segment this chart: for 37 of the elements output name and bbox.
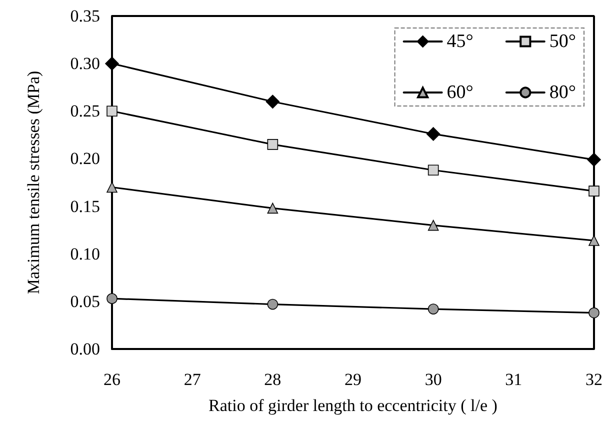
point bbox=[428, 220, 439, 231]
x-tick-label: 26 bbox=[104, 370, 120, 389]
y-tick-label: 0.30 bbox=[70, 54, 100, 74]
point bbox=[428, 164, 439, 176]
point bbox=[588, 186, 600, 196]
x-tick-label: 30 bbox=[424, 370, 442, 389]
point bbox=[426, 127, 440, 141]
legend-label: 50° bbox=[549, 31, 576, 52]
x-tick-label: 28 bbox=[264, 370, 282, 389]
x-tick-label: 29 bbox=[344, 370, 362, 389]
point bbox=[588, 235, 600, 246]
y-tick-label: 0.00 bbox=[70, 340, 100, 358]
legend-label: 80° bbox=[549, 82, 576, 103]
point bbox=[267, 139, 278, 150]
point bbox=[266, 94, 280, 109]
point bbox=[267, 298, 278, 310]
x-tick-label: 27 bbox=[184, 370, 202, 389]
y-tick-label: 0.25 bbox=[70, 102, 100, 121]
y-tick-label: 0.35 bbox=[70, 6, 100, 26]
point bbox=[105, 56, 119, 70]
y-tick-label: 0.15 bbox=[70, 196, 100, 216]
point bbox=[587, 152, 601, 167]
point bbox=[106, 293, 118, 304]
x-tick-label: 32 bbox=[586, 370, 602, 389]
point bbox=[106, 106, 118, 117]
y-tick-label: 0.10 bbox=[70, 244, 100, 264]
x-axis-title: Ratio of girder length to eccentricity ( l/e ) bbox=[208, 396, 498, 415]
legend-label: 45° bbox=[446, 31, 474, 52]
point bbox=[267, 202, 278, 214]
x-tick-label: 31 bbox=[505, 370, 522, 389]
y-axis-title: Maximum tensile stresses (MPa) bbox=[24, 70, 43, 294]
point bbox=[428, 304, 439, 314]
legend-label: 60° bbox=[446, 82, 474, 103]
point bbox=[106, 182, 118, 193]
point bbox=[588, 307, 600, 318]
y-tick-label: 0.05 bbox=[70, 292, 100, 311]
y-tick-label: 0.20 bbox=[70, 149, 100, 168]
